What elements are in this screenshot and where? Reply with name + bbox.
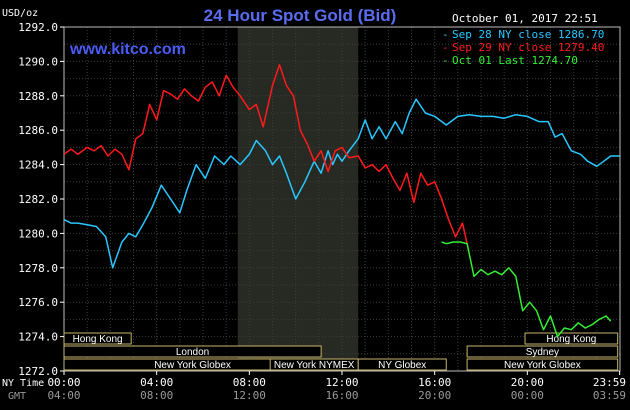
- x-tick-label-gmt: 00:00: [511, 389, 544, 402]
- legend-marker-2: -: [442, 54, 449, 67]
- gmt-row-label: GMT: [8, 391, 26, 402]
- series-line-0: [63, 98, 620, 269]
- legend-marker-1: -: [442, 41, 449, 54]
- x-tick-label-gmt: 16:00: [325, 389, 358, 402]
- legend-entry-1: Sep 29 NY close 1279.40: [452, 41, 604, 54]
- legend: - Sep 28 NY close 1286.70- Sep 29 NY close…: [442, 28, 604, 67]
- x-tick-label-gmt: 03:59: [593, 389, 626, 402]
- y-tick-label: 1274.0: [18, 331, 58, 344]
- session-label: NY Globex: [378, 360, 426, 371]
- y-tick-label: 1284.0: [18, 159, 58, 172]
- y-axis-label: USD/oz: [2, 8, 38, 19]
- session-bar: [63, 345, 322, 358]
- session-label: New York Globex: [154, 360, 231, 371]
- chart-title: 24 Hour Spot Gold (Bid): [204, 6, 397, 25]
- y-tick-label: 1276.0: [18, 296, 58, 309]
- y-tick-label: 1280.0: [18, 227, 58, 240]
- y-tick-label: 1272.0: [18, 365, 58, 378]
- y-tick-label: 1292.0: [18, 21, 58, 34]
- x-tick-label-ny: 20:00: [511, 376, 544, 389]
- session-bar: [357, 358, 447, 371]
- x-tick-label-gmt: 12:00: [233, 389, 266, 402]
- session-label: London: [176, 347, 209, 358]
- series-line-2: [441, 241, 612, 338]
- session-bar: [466, 358, 619, 371]
- session-label: New York NYMEX: [274, 360, 355, 371]
- ny-time-row-label: NY Time: [2, 378, 44, 389]
- legend-entry-0: Sep 28 NY close 1286.70: [452, 28, 604, 41]
- x-tick-label-ny: 16:00: [418, 376, 451, 389]
- x-tick-label-gmt: 08:00: [140, 389, 173, 402]
- x-tick-label-ny: 00:00: [47, 376, 80, 389]
- session-label: Hong Kong: [546, 334, 596, 345]
- x-tick-label-gmt: 04:00: [47, 389, 80, 402]
- x-tick-label-ny: 12:00: [325, 376, 358, 389]
- y-tick-label: 1288.0: [18, 90, 58, 103]
- y-tick-label: 1282.0: [18, 193, 58, 206]
- x-tick-label-ny: 08:00: [233, 376, 266, 389]
- y-tick-label: 1278.0: [18, 262, 58, 275]
- legend-marker-0: -: [442, 28, 449, 41]
- y-tick-label: 1286.0: [18, 124, 58, 137]
- legend-entry-2: Oct 01 Last 1274.70: [452, 54, 578, 67]
- session-bar: [524, 332, 619, 345]
- session-bar: [63, 332, 132, 345]
- x-tick-label-ny: 04:00: [140, 376, 173, 389]
- watermark-kitco: www.kitco.com: [69, 41, 186, 58]
- session-label: Hong Kong: [73, 334, 123, 345]
- session-label: Sydney: [526, 347, 559, 358]
- series-line-1: [63, 64, 468, 244]
- x-tick-label-ny: 23:59: [593, 376, 626, 389]
- x-tick-label-gmt: 20:00: [418, 389, 451, 402]
- chart-timestamp: October 01, 2017 22:51: [452, 12, 598, 25]
- session-label: New York Globex: [504, 360, 581, 371]
- session-highlight-band: [237, 27, 359, 371]
- y-tick-label: 1290.0: [18, 55, 58, 68]
- session-bar: [466, 345, 619, 358]
